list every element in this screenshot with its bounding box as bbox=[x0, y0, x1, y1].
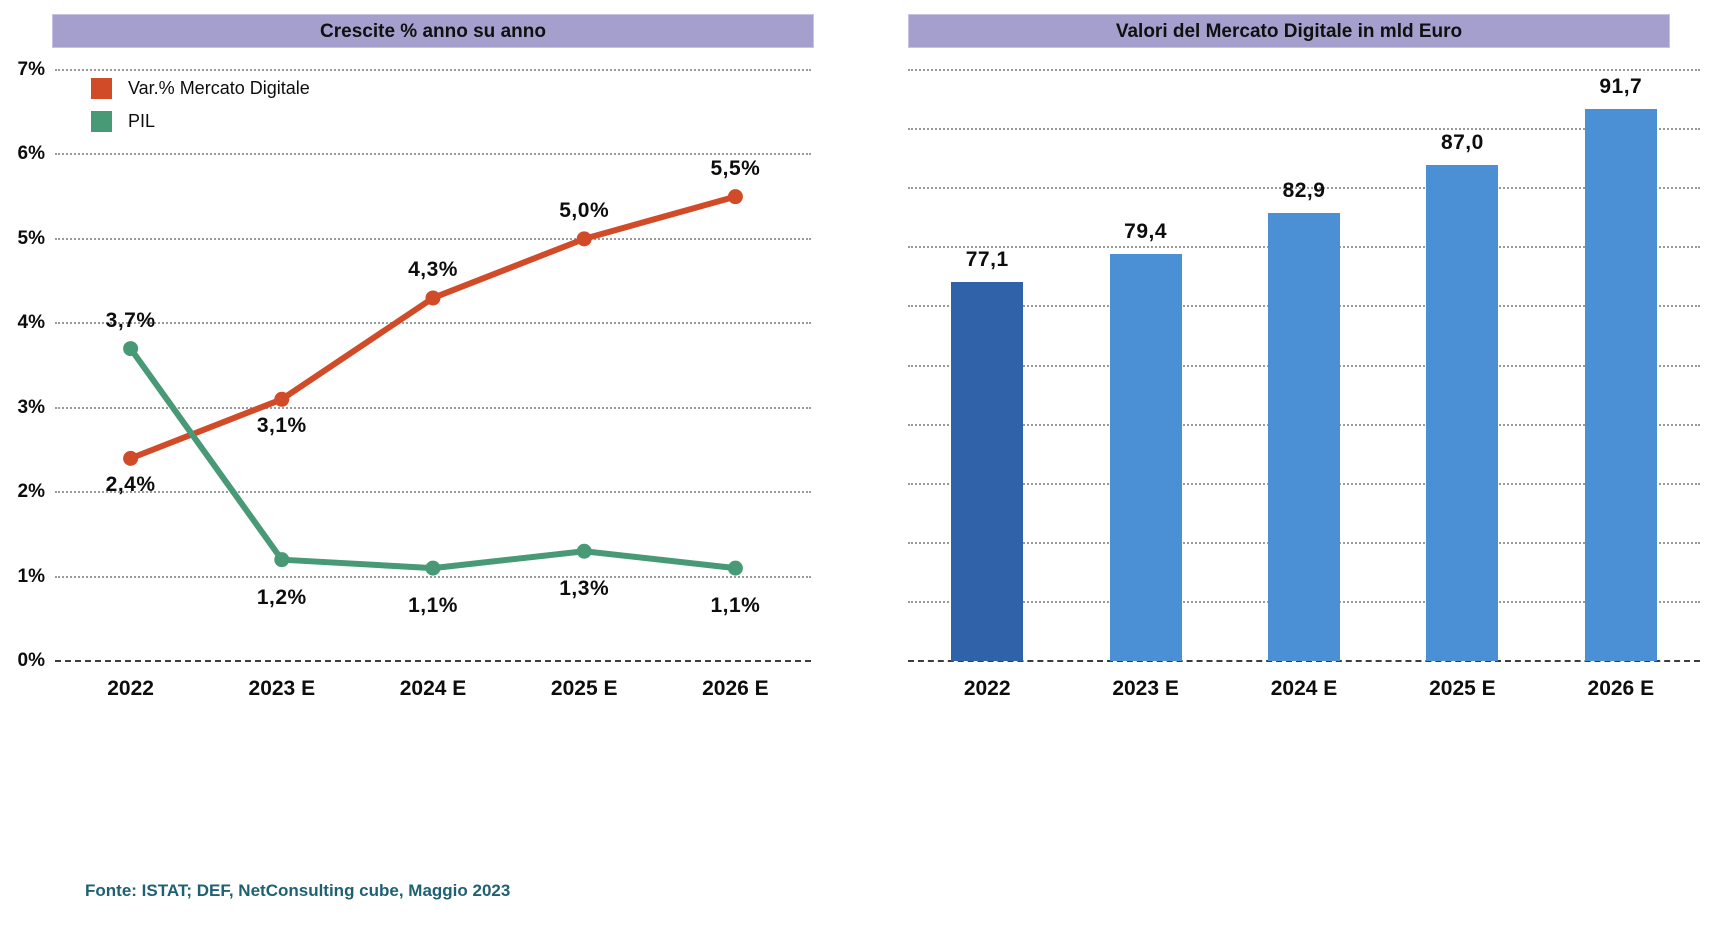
x-axis-label: 2022 bbox=[107, 677, 154, 700]
data-label: 1,2% bbox=[256, 585, 307, 609]
data-point-marker bbox=[727, 189, 743, 205]
x-axis-label: 2023 E bbox=[248, 677, 316, 700]
zero-baseline bbox=[55, 660, 811, 662]
data-point-marker bbox=[123, 450, 139, 466]
bar-chart-plot: 77,1 79,4 82,9 87,0 91,7 2022 2023 E 2024 E 2025… bbox=[908, 69, 1700, 700]
gridline-5pct bbox=[55, 237, 811, 240]
data-point-marker bbox=[274, 552, 290, 568]
data-label: 1,3% bbox=[559, 577, 610, 601]
legend-swatch-icon bbox=[91, 78, 112, 99]
x-axis-label: 2024 E bbox=[1270, 677, 1338, 700]
data-point-marker bbox=[576, 231, 592, 247]
data-point-marker bbox=[425, 560, 441, 576]
x-axis-label: 2026 E bbox=[702, 677, 769, 700]
data-point-marker bbox=[425, 290, 441, 306]
bar-2024e bbox=[1268, 213, 1340, 661]
bar-2026e bbox=[1584, 109, 1657, 661]
bar-2023e bbox=[1109, 254, 1182, 661]
bar-value-label: 82,9 bbox=[1282, 179, 1326, 203]
bar-value-label: 91,7 bbox=[1599, 75, 1643, 98]
x-axis-label: 2022 bbox=[963, 677, 1011, 700]
y-axis-label: 0% bbox=[17, 650, 45, 671]
series-line-mercato-digitale bbox=[127, 193, 739, 462]
legend: Var.% Mercato Digitale PIL bbox=[91, 78, 310, 144]
data-label: 5,5% bbox=[710, 156, 761, 180]
bar-value-label: 79,4 bbox=[1124, 220, 1168, 244]
legend-label: PIL bbox=[128, 111, 156, 131]
y-axis-label: 1% bbox=[17, 565, 45, 587]
x-axis-label: 2025 E bbox=[550, 677, 618, 700]
gridline bbox=[908, 187, 1700, 190]
gridline bbox=[908, 128, 1700, 131]
bar-2022 bbox=[951, 281, 1024, 661]
data-point-marker bbox=[274, 391, 290, 407]
legend-item-pil: PIL bbox=[91, 111, 310, 132]
gridline-2pct bbox=[55, 491, 811, 494]
y-axis-label: 6% bbox=[17, 143, 45, 165]
gridline-7pct bbox=[55, 69, 811, 71]
data-label: 3,1% bbox=[256, 414, 307, 438]
gridline-1pct bbox=[55, 575, 811, 578]
x-axis-label: 2023 E bbox=[1112, 677, 1179, 700]
gridline-6pct bbox=[55, 153, 811, 156]
data-point-marker bbox=[727, 560, 743, 576]
data-point-marker bbox=[123, 341, 139, 357]
data-point-marker bbox=[576, 543, 592, 559]
y-axis-label: 7% bbox=[17, 59, 45, 80]
y-axis-label: 3% bbox=[17, 396, 45, 418]
source-note: Fonte: ISTAT; DEF, NetConsulting cube, M… bbox=[85, 881, 511, 900]
data-label: 5,0% bbox=[559, 198, 610, 222]
bar-chart-title: Valori del Mercato Digitale in mld Euro bbox=[908, 14, 1670, 48]
gridline-4pct bbox=[55, 322, 811, 325]
x-axis-label: 2024 E bbox=[399, 677, 467, 700]
gridline-3pct bbox=[55, 406, 811, 409]
data-label: 1,1% bbox=[408, 594, 458, 618]
x-axis-label: 2026 E bbox=[1587, 677, 1655, 700]
line-chart-title: Crescite % anno su anno bbox=[52, 14, 814, 48]
y-axis-label: 2% bbox=[17, 481, 45, 503]
line-chart-plot: 0% 1% 2% 3% 4% 5% 6% 7% 2022 2023 E 2024 E 2025 E 20… bbox=[18, 59, 811, 700]
y-axis-label: 4% bbox=[17, 312, 45, 334]
bar-2025e bbox=[1426, 164, 1499, 661]
series-line-pil bbox=[127, 345, 739, 572]
data-label: 3,7% bbox=[105, 308, 156, 332]
bar-value-label: 87,0 bbox=[1440, 130, 1484, 154]
data-label: 4,3% bbox=[408, 257, 458, 281]
line-series-canvas bbox=[123, 189, 743, 576]
bar-value-label: 77,1 bbox=[965, 247, 1009, 271]
data-label: 1,1% bbox=[710, 594, 761, 618]
legend-label: Var.% Mercato Digitale bbox=[128, 78, 310, 98]
legend-item-mercato-digitale: Var.% Mercato Digitale bbox=[91, 78, 310, 99]
legend-swatch-icon bbox=[91, 111, 112, 132]
x-axis-label: 2025 E bbox=[1429, 677, 1496, 700]
gridline bbox=[908, 69, 1700, 71]
baseline bbox=[908, 660, 1700, 662]
data-label: 2,4% bbox=[105, 473, 156, 497]
y-axis-label: 5% bbox=[17, 227, 45, 249]
